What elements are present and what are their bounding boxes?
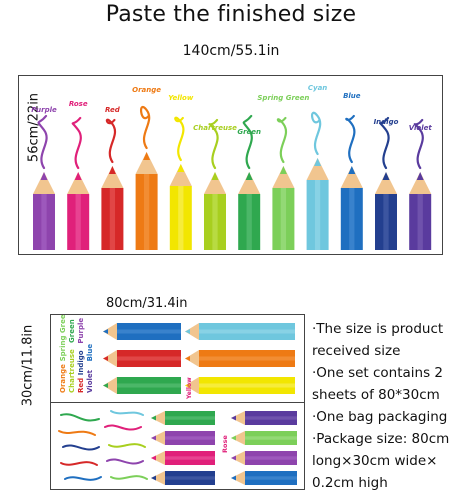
pencil: Yellow bbox=[168, 94, 194, 250]
squiggle-line bbox=[379, 116, 390, 170]
pencil-label: Red bbox=[105, 106, 121, 114]
spec-line: ·Package size: 80cm bbox=[312, 431, 450, 447]
squiggle-line bbox=[71, 116, 82, 170]
squiggle-line bbox=[345, 114, 356, 164]
pencil: Spring Green bbox=[257, 94, 309, 250]
pencil-label: Purple bbox=[31, 106, 57, 114]
mini-pencil bbox=[151, 431, 215, 445]
mini-pencil bbox=[231, 411, 297, 425]
pencil-label: Spring Green bbox=[257, 94, 309, 102]
squiggle-line bbox=[37, 114, 48, 170]
side-word: Rose bbox=[221, 435, 229, 453]
squiggle-line bbox=[104, 424, 142, 431]
sheet-divider bbox=[50, 402, 305, 403]
squiggle-line bbox=[62, 444, 100, 451]
small-width-label: 80cm/31.4in bbox=[106, 296, 188, 311]
pencil: Orange bbox=[132, 86, 161, 250]
pencil: Chartreuse bbox=[193, 118, 237, 250]
squiggle-line bbox=[108, 443, 146, 448]
pencil-label: Green bbox=[237, 128, 261, 136]
pencil: Blue bbox=[340, 92, 363, 250]
squiggle-line bbox=[58, 430, 96, 436]
pencil-label: Violet bbox=[409, 124, 433, 132]
pencil-label: Indigo bbox=[374, 118, 399, 126]
squiggle-line bbox=[174, 116, 185, 162]
pencil: Rose bbox=[67, 100, 90, 250]
spec-line: ·One set contains 2 bbox=[312, 365, 444, 381]
pencil-label: Chartreuse bbox=[193, 124, 237, 132]
color-word: Violet bbox=[86, 369, 94, 393]
spec-line: long×30cm wide× bbox=[312, 453, 438, 469]
full-sheet-frame: Purple Rose Red Orange Yellow Chartreuse Green… bbox=[18, 75, 443, 255]
squiggle-line bbox=[60, 461, 98, 466]
mini-pencil bbox=[103, 377, 181, 394]
squiggle-line bbox=[311, 111, 322, 156]
squiggle-line bbox=[106, 458, 144, 465]
color-word: Spring Green bbox=[59, 315, 67, 361]
pencil-label: Rose bbox=[69, 100, 88, 108]
pencil: Red bbox=[101, 106, 124, 250]
mini-pencil bbox=[185, 323, 295, 340]
squiggle-line bbox=[105, 118, 117, 164]
color-word: Green bbox=[68, 319, 76, 343]
color-word: Red bbox=[77, 378, 85, 393]
pencil: Green bbox=[237, 114, 261, 250]
color-word: Blue bbox=[86, 344, 94, 362]
page-title: Paste the finished size bbox=[105, 2, 357, 27]
pencil-label: Cyan bbox=[308, 84, 327, 92]
color-word: Indigo bbox=[77, 350, 85, 375]
pencil-label: Orange bbox=[132, 86, 161, 94]
mini-pencil bbox=[151, 451, 215, 465]
squiggle-line bbox=[110, 410, 144, 416]
mini-pencil bbox=[231, 451, 297, 465]
spec-line: 0.2cm high bbox=[312, 475, 388, 491]
pencil: Cyan bbox=[306, 84, 329, 250]
mini-pencil bbox=[151, 471, 215, 485]
spec-line: ·The size is product bbox=[312, 321, 444, 337]
mini-pencil bbox=[231, 471, 297, 485]
squiggle-line bbox=[140, 106, 151, 150]
full-width-label: 140cm/55.1in bbox=[182, 43, 280, 59]
color-word: Chartreuse bbox=[68, 349, 76, 393]
color-word: Orange bbox=[59, 364, 67, 393]
mini-pencil bbox=[103, 350, 181, 367]
pencil-label: Blue bbox=[343, 92, 361, 100]
mini-pencil bbox=[185, 377, 295, 394]
pencil-label: Yellow bbox=[168, 94, 194, 102]
mini-pencil bbox=[103, 323, 181, 340]
squiggle-line bbox=[64, 476, 102, 481]
spec-line: sheets of 80*30cm bbox=[312, 387, 440, 403]
squiggle-line bbox=[413, 118, 424, 170]
squiggle-line bbox=[208, 118, 219, 170]
spec-line: received size bbox=[312, 343, 401, 359]
pencil: Indigo bbox=[374, 116, 399, 250]
side-word: Yellow bbox=[186, 377, 193, 400]
pencil: Violet bbox=[409, 118, 433, 250]
color-word: Purple bbox=[77, 318, 85, 344]
squiggle-line bbox=[242, 114, 253, 170]
small-height-label: 30cm/11.8in bbox=[20, 324, 36, 407]
spec-line: ·One bag packaging bbox=[312, 409, 448, 425]
squiggle-line bbox=[110, 475, 148, 480]
mini-pencil bbox=[231, 431, 297, 445]
pencil: Purple bbox=[31, 106, 57, 250]
full-sheet-art: Purple Rose Red Orange Yellow Chartreuse Green… bbox=[31, 84, 433, 250]
squiggle-line bbox=[60, 413, 100, 422]
mini-pencil bbox=[151, 411, 215, 425]
mini-pencil bbox=[185, 350, 295, 367]
squiggle-line bbox=[276, 116, 288, 164]
